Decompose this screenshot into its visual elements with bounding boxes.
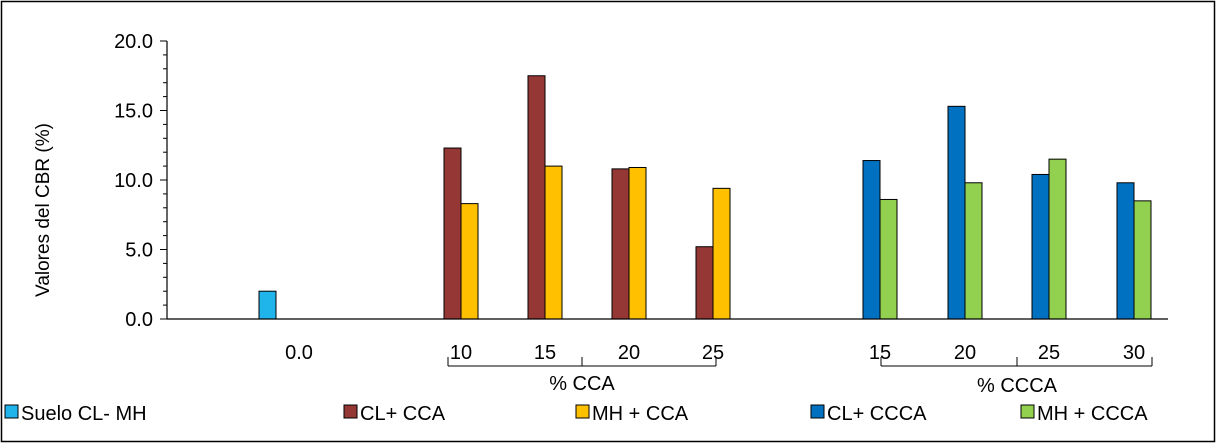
bar [628, 166, 647, 320]
y-tick-label: 15.0 [114, 101, 153, 123]
labels-layer: 0.0 5.0 10.0 15.0 20.0 0.0 10 15 20 25 15 20 25 30 % C… [114, 31, 1145, 397]
group-label: % CCA [549, 373, 615, 395]
bar [443, 147, 462, 320]
legend-swatch [1020, 404, 1035, 419]
y-tick-label: 0.0 [125, 309, 153, 331]
bar [611, 168, 630, 320]
x-tick-label: 15 [534, 342, 556, 364]
bar [879, 198, 898, 320]
group-label: % CCCA [977, 375, 1058, 397]
bars-layer [258, 75, 1152, 320]
x-tick-label: 15 [869, 342, 891, 364]
legend-label: MH + CCA [592, 403, 689, 425]
bar [862, 160, 881, 320]
bar [964, 182, 983, 320]
x-tick-label: 25 [702, 342, 724, 364]
legend: Suelo CL- MH CL+ CCA MH + CCA CL+ CCCA MH + … [4, 403, 1148, 425]
bar [527, 75, 546, 320]
axes-layer [160, 40, 1168, 367]
x-tick-label: 0.0 [285, 342, 313, 364]
y-tick-label: 10.0 [114, 170, 153, 192]
x-tick-label: 10 [450, 342, 472, 364]
legend-swatch [810, 404, 825, 419]
y-tick-label: 5.0 [125, 240, 153, 262]
legend-label: CL+ CCCA [827, 403, 927, 425]
x-tick-label: 30 [1123, 342, 1145, 364]
legend-swatch [575, 404, 590, 419]
bar [712, 187, 731, 320]
bar [460, 203, 479, 320]
legend-label: MH + CCCA [1037, 403, 1148, 425]
bar [258, 290, 277, 320]
bar [1133, 200, 1152, 320]
bar [695, 246, 714, 320]
x-tick-label: 20 [954, 342, 976, 364]
bar [1048, 158, 1067, 320]
y-tick-label: 20.0 [114, 31, 153, 53]
legend-swatch [4, 404, 19, 419]
x-tick-label: 25 [1038, 342, 1060, 364]
legend-swatch [343, 404, 358, 419]
x-tick-label: 20 [618, 342, 640, 364]
legend-label: Suelo CL- MH [21, 403, 147, 425]
y-axis-title: Valores del CBR (%) [33, 123, 54, 297]
legend-label: CL+ CCA [360, 403, 446, 425]
bar [1116, 182, 1135, 320]
bar [1031, 173, 1050, 320]
bar [947, 105, 966, 320]
bar [544, 165, 563, 320]
